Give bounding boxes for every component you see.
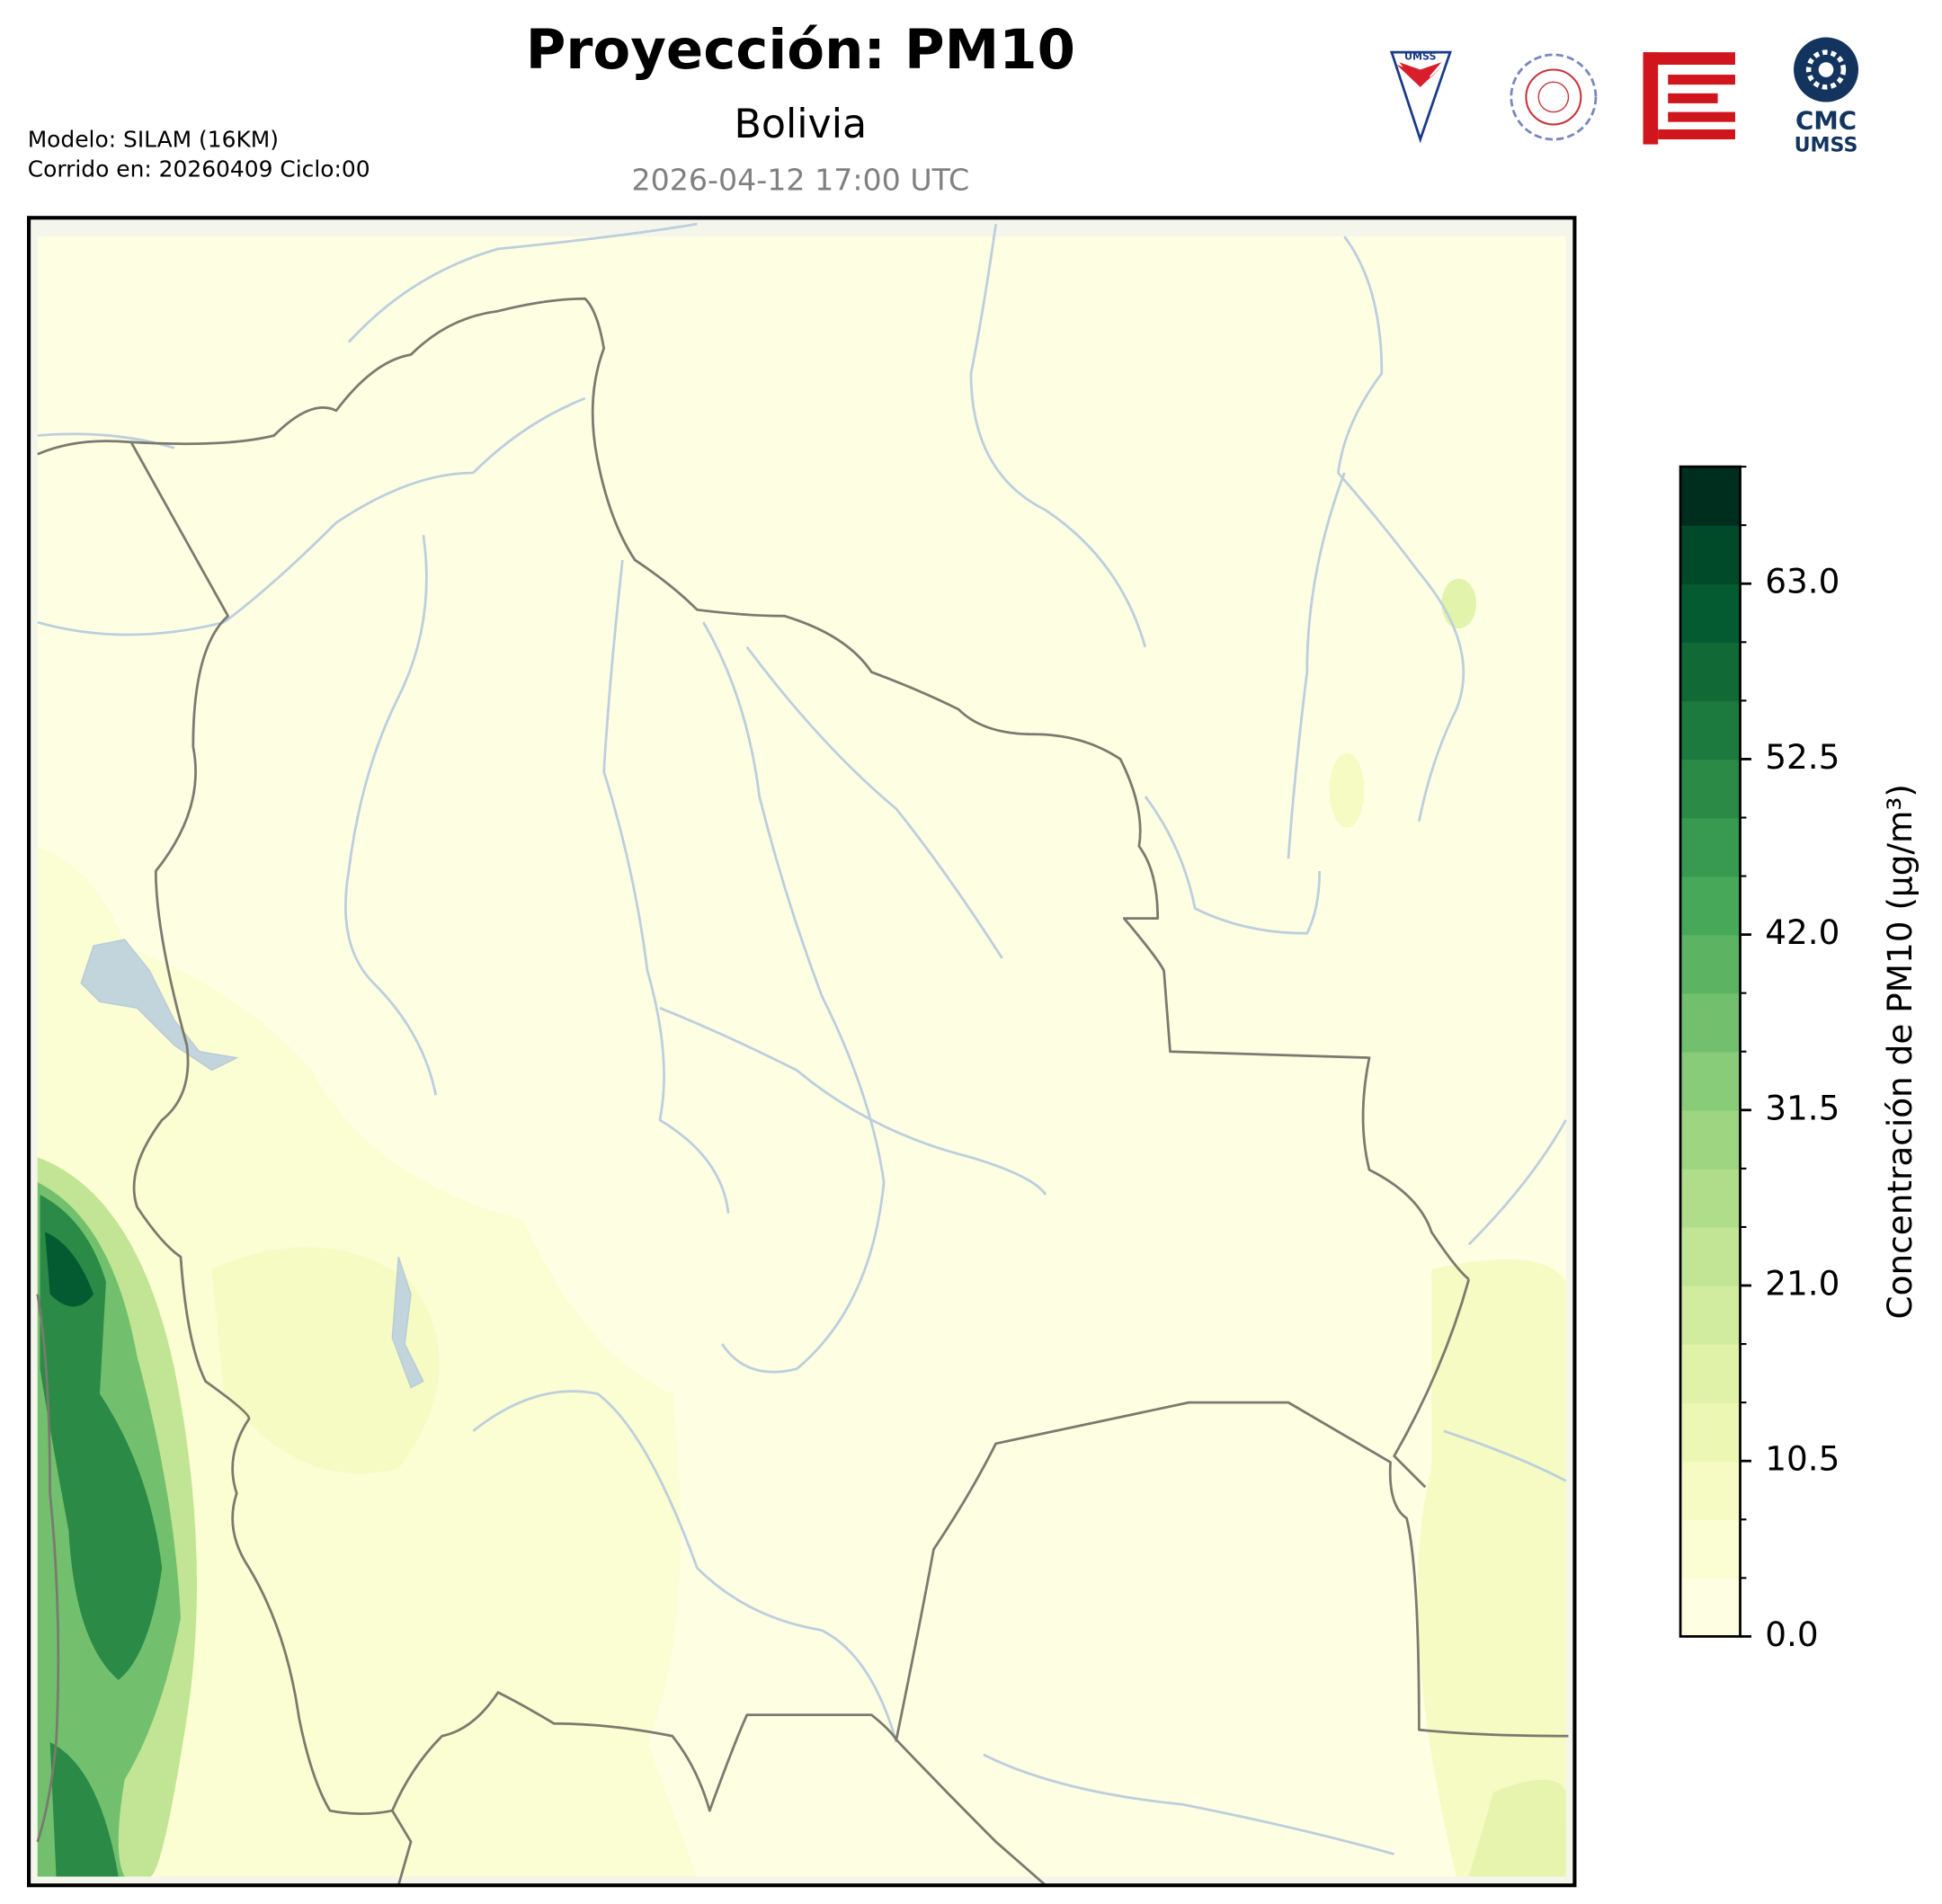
colorbar-band (1680, 1578, 1741, 1638)
colorbar-band (1680, 1109, 1741, 1170)
logo-text: UMSS (1795, 133, 1858, 156)
colorbar-band (1680, 583, 1741, 643)
logo-text: UMSS (1404, 51, 1436, 63)
colorbar-band (1680, 642, 1741, 702)
tick-label: 52.5 (1765, 737, 1840, 777)
logo-fisica (1510, 53, 1598, 141)
colorbar-band (1680, 1051, 1741, 1111)
model-info: Modelo: SILAM (16KM) (28, 126, 279, 152)
colorbar-band (1680, 1168, 1741, 1228)
colorbar-band (1680, 1285, 1741, 1345)
colorbar-band (1680, 876, 1741, 936)
logo-cmc: CMC UMSS (1794, 37, 1859, 156)
tick-label: 0.0 (1765, 1615, 1818, 1654)
colorbar-band (1680, 992, 1741, 1053)
run-info: Corrido en: 20260409 Ciclo:00 (28, 156, 370, 182)
colorbar-band (1680, 759, 1741, 819)
title: Proyección: PM10 (526, 18, 1075, 82)
subtitle: Bolivia (734, 102, 867, 147)
tick-label: 31.5 (1765, 1088, 1840, 1127)
colorbar-band (1680, 467, 1741, 526)
colorbar-band (1680, 934, 1741, 994)
colorbar-band (1680, 1226, 1741, 1286)
valid-time: 2026-04-12 17:00 UTC (631, 163, 969, 198)
tick-label: 63.0 (1765, 562, 1840, 601)
colorbar-band (1680, 817, 1741, 877)
colorbar-band (1680, 700, 1741, 761)
colorbar: Concentración de PM10 (µg/m³) 0.0 10.5 21.… (1679, 465, 1920, 1654)
map (26, 216, 1577, 1888)
colorbar-label: Concentración de PM10 (µg/m³) (1880, 784, 1920, 1319)
logo-umss: UMSS (1389, 51, 1452, 144)
colorbar-band (1680, 1344, 1741, 1403)
logo-fcyt (1643, 52, 1735, 145)
tick-label: 21.0 (1765, 1263, 1840, 1303)
tick-label: 10.5 (1765, 1439, 1840, 1479)
tick-label: 42.0 (1765, 912, 1840, 952)
colorbar-band (1680, 1519, 1741, 1579)
colorbar-band (1680, 1461, 1741, 1520)
logo-text: CMC (1795, 106, 1857, 136)
colorbar-band (1680, 1402, 1741, 1462)
colorbar-band (1680, 525, 1741, 584)
